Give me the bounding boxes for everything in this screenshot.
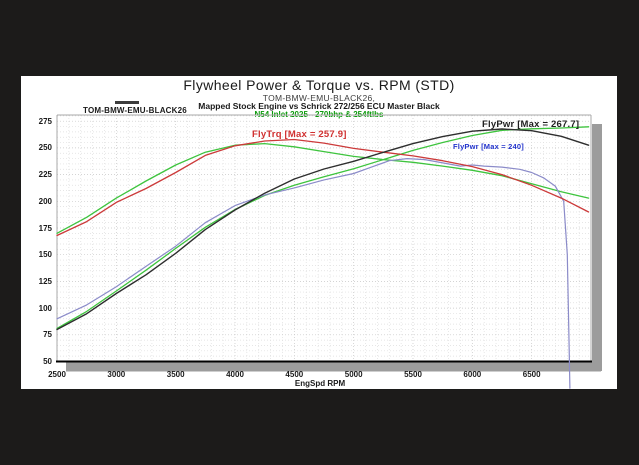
x-tick-label: 2500 (48, 369, 66, 379)
plot-shadow-bottom (66, 362, 601, 372)
y-tick-label: 175 (38, 223, 52, 233)
curve-max-label: FlyPwr [Max = 267.7] (482, 119, 580, 130)
chart-card (21, 76, 617, 389)
y-tick-label: 200 (38, 196, 52, 206)
y-tick-label: 150 (38, 250, 52, 260)
x-tick-label: 6500 (522, 369, 541, 379)
y-tick-label: 250 (38, 143, 52, 153)
x-tick-label: 5000 (344, 369, 363, 379)
chart-subtitle-description: Mapped Stock Engine vs Schrick 272/256 E… (198, 101, 440, 111)
plot-shadow-right (592, 124, 602, 371)
legend-label: TOM-BMW-EMU-BLACK26 (83, 106, 187, 115)
x-tick-label: 4500 (285, 369, 304, 379)
black-flypwr-curve (56, 128, 590, 331)
green-flypwr-curve (56, 126, 590, 330)
y-tick-label: 50 (43, 357, 52, 366)
y-tick-label: 125 (38, 276, 52, 286)
curve-max-label: FlyTrq [Max = 257.9] (252, 129, 347, 140)
chart-subtitle-run: TOM-BMW-EMU-BLACK26, (262, 93, 376, 103)
x-tick-label: 3500 (166, 369, 185, 379)
red-flytrq-curve (56, 138, 590, 237)
legend-swatch (115, 101, 139, 104)
x-tick-label: 6000 (463, 369, 482, 379)
y-tick-label: 100 (38, 303, 52, 313)
y-tick-label: 275 (38, 116, 52, 126)
y-tick-label: 225 (38, 170, 52, 180)
x-axis-title: EngSpd RPM (294, 379, 346, 388)
blue-flypwr-curve (56, 158, 571, 389)
green-flytrq-curve (56, 142, 590, 234)
chart-title: Flywheel Power & Torque vs. RPM (STD) (183, 77, 455, 93)
y-tick-label: 75 (43, 330, 52, 340)
x-tick-label: 5500 (404, 369, 422, 379)
x-tick-label: 4000 (226, 369, 244, 379)
x-tick-label: 3000 (107, 369, 126, 379)
curve-max-label: FlyPwr [Max = 240] (453, 142, 524, 151)
